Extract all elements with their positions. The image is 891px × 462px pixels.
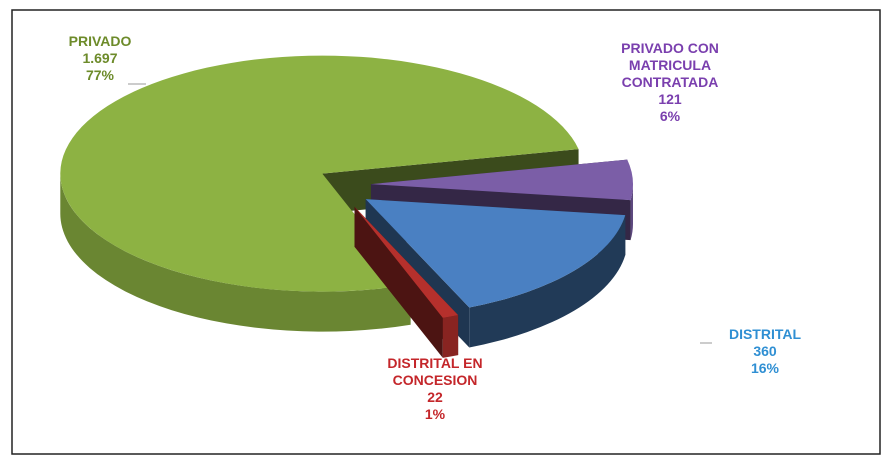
percent-label: 16% xyxy=(750,360,780,376)
percent-label: 77% xyxy=(85,67,115,83)
value-label: 360 xyxy=(753,343,777,359)
frame xyxy=(11,9,881,455)
pie-slice xyxy=(354,206,459,358)
slice-cut-face xyxy=(354,206,443,358)
slice-top xyxy=(60,55,579,292)
slice-top xyxy=(370,159,633,201)
data-label: DISTRITAL 360 16% xyxy=(700,326,830,377)
slice-side xyxy=(60,173,411,332)
percent-label: 1% xyxy=(424,406,446,422)
percent-label: 6% xyxy=(659,108,681,124)
slice-side xyxy=(630,184,633,241)
data-label: PRIVADO 1.697 77% xyxy=(20,33,180,84)
category-label: DISTRITAL xyxy=(728,326,802,342)
data-label: PRIVADO CON MATRICULA CONTRATADA 121 6% xyxy=(600,40,740,125)
slice-side xyxy=(442,315,459,358)
value-label: 1.697 xyxy=(82,50,118,66)
slice-side xyxy=(469,215,626,348)
slice-top xyxy=(354,206,459,318)
category-label: PRIVADO xyxy=(68,33,132,49)
value-label: 22 xyxy=(427,389,443,405)
category-label: PRIVADO CON MATRICULA CONTRATADA xyxy=(621,40,719,90)
category-label: DISTRITAL EN CONCESION xyxy=(387,355,483,388)
data-label: DISTRITAL EN CONCESION 22 1% xyxy=(355,355,515,423)
slice-top xyxy=(365,199,626,308)
value-label: 121 xyxy=(658,91,682,107)
